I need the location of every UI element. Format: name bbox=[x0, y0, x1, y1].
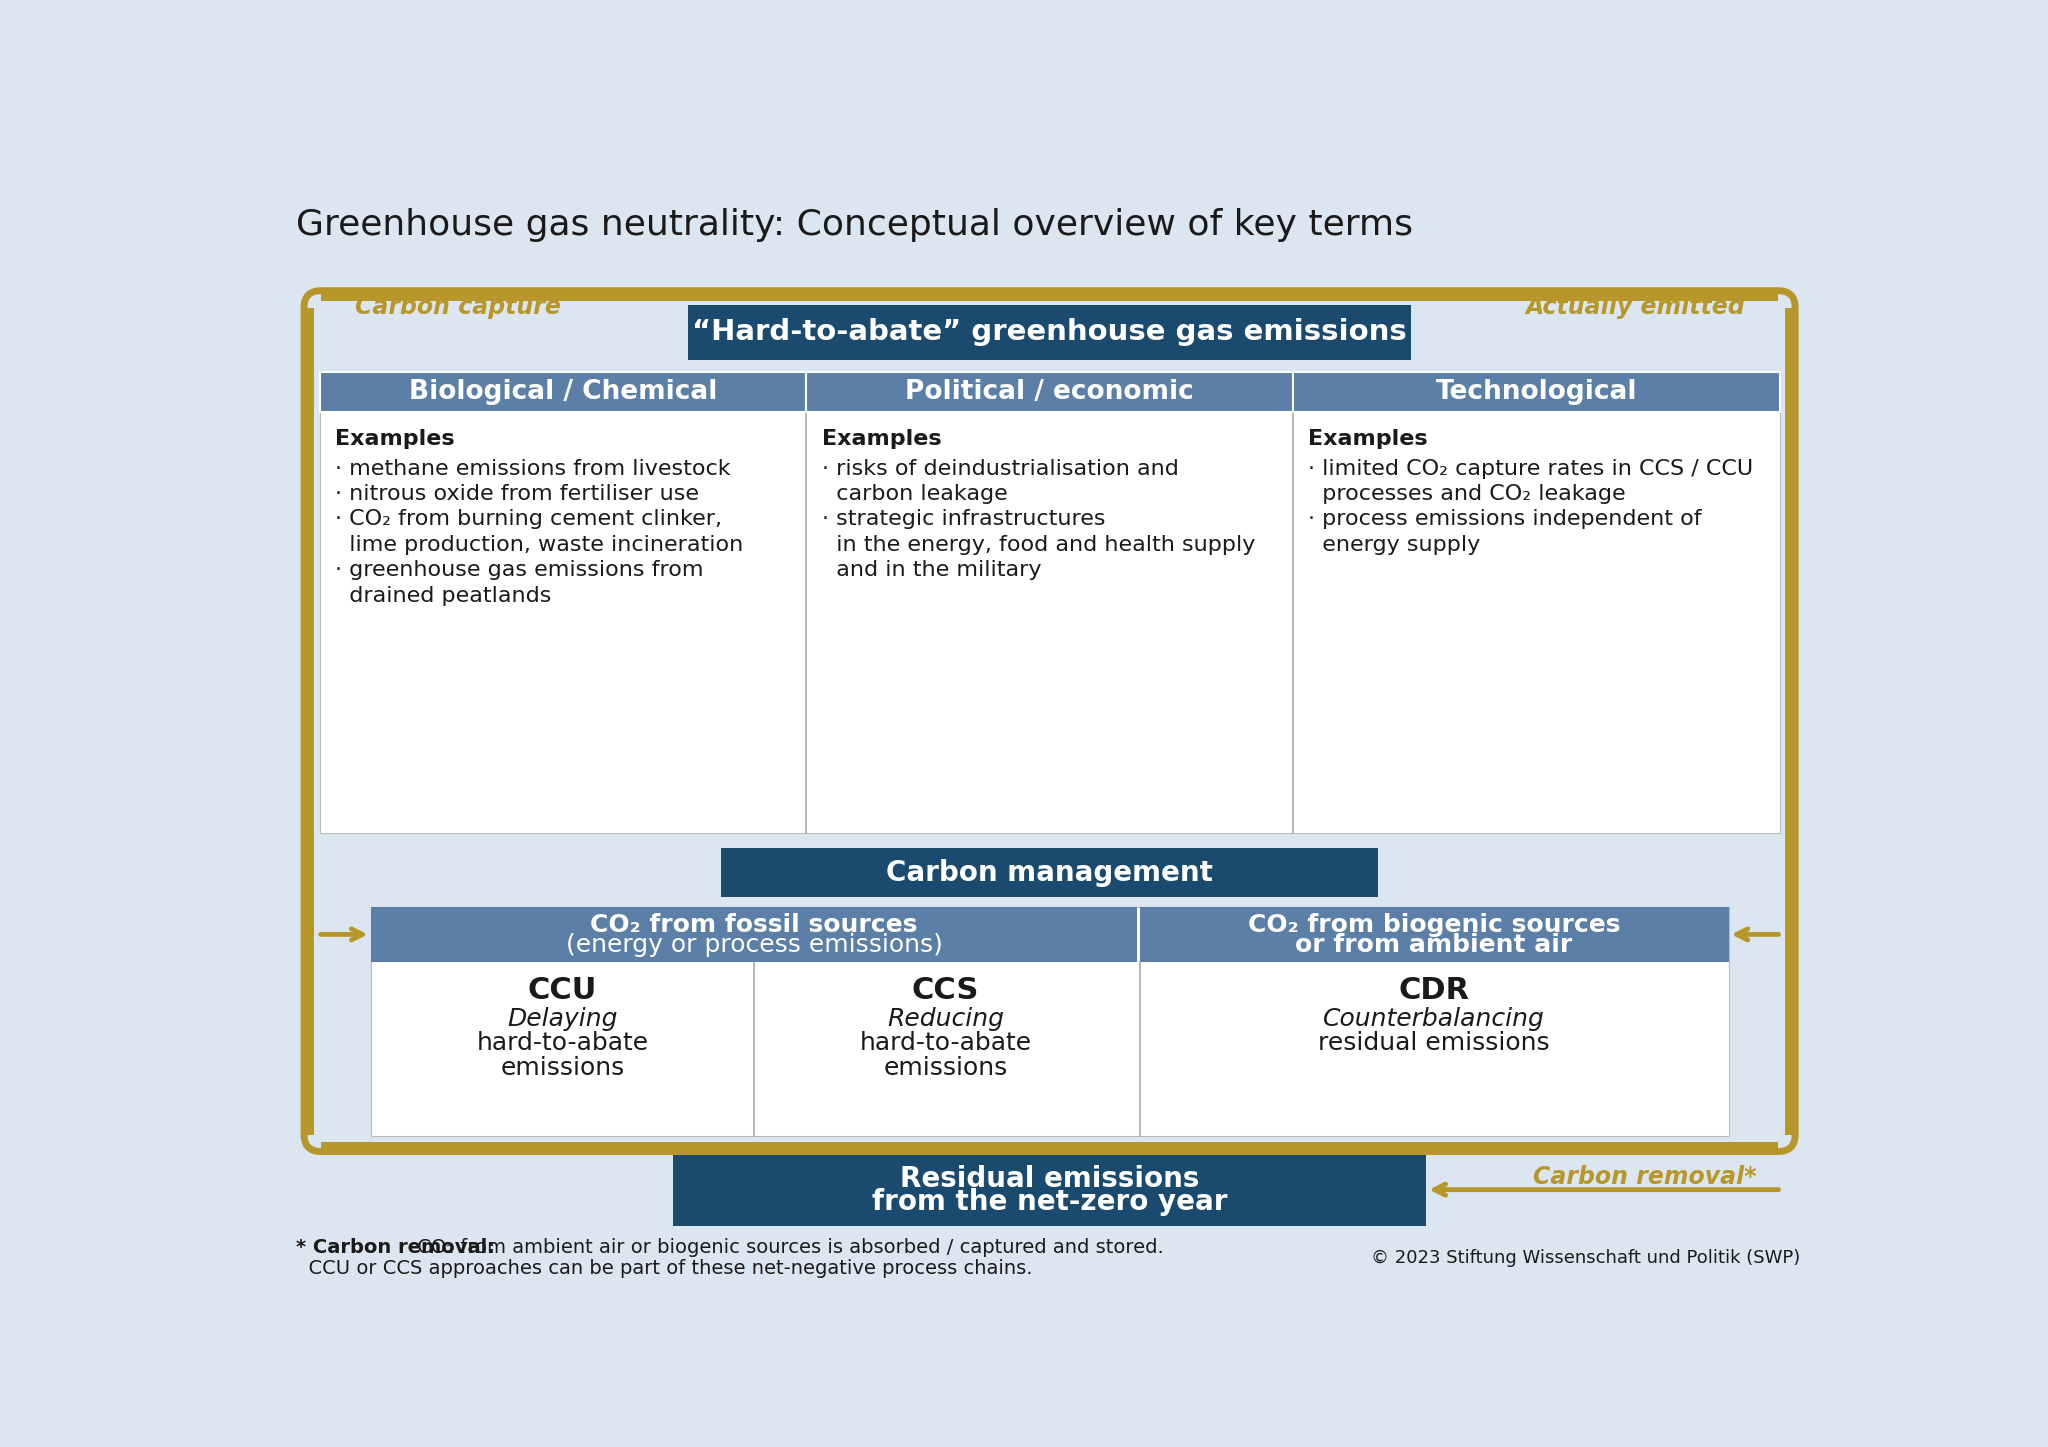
Bar bbox=[319, 372, 1780, 833]
Text: Counterbalancing: Counterbalancing bbox=[1323, 1007, 1544, 1030]
Text: in the energy, food and health supply: in the energy, food and health supply bbox=[821, 535, 1255, 554]
Bar bbox=[322, 291, 1778, 301]
Text: and in the military: and in the military bbox=[821, 560, 1040, 580]
Bar bbox=[1139, 907, 1729, 962]
Bar bbox=[371, 907, 1137, 962]
Text: · methane emissions from livestock: · methane emissions from livestock bbox=[336, 459, 731, 479]
Text: Greenhouse gas neutrality: Conceptual overview of key terms: Greenhouse gas neutrality: Conceptual ov… bbox=[297, 207, 1413, 242]
Bar bbox=[807, 372, 1292, 412]
Bar bbox=[674, 1153, 1425, 1226]
Text: CCU: CCU bbox=[528, 975, 598, 1006]
Bar bbox=[721, 848, 1378, 897]
Bar bbox=[1786, 308, 1796, 1134]
Text: Actually emitted: Actually emitted bbox=[1526, 295, 1745, 320]
Bar bbox=[322, 1142, 1778, 1152]
Text: Biological / Chemical: Biological / Chemical bbox=[410, 379, 717, 405]
Text: CO₂ from fossil sources: CO₂ from fossil sources bbox=[590, 913, 918, 938]
Text: “Hard-to-abate” greenhouse gas emissions: “Hard-to-abate” greenhouse gas emissions bbox=[692, 318, 1407, 346]
Bar bbox=[1292, 372, 1780, 412]
Text: carbon leakage: carbon leakage bbox=[821, 483, 1008, 504]
Text: · strategic infrastructures: · strategic infrastructures bbox=[821, 509, 1106, 530]
Text: hard-to-abate: hard-to-abate bbox=[860, 1032, 1032, 1055]
Text: Reducing: Reducing bbox=[887, 1007, 1004, 1030]
Text: drained peatlands: drained peatlands bbox=[336, 586, 551, 606]
Bar bbox=[371, 907, 1729, 1136]
Text: hard-to-abate: hard-to-abate bbox=[477, 1032, 649, 1055]
Text: * Carbon removal:: * Carbon removal: bbox=[297, 1237, 496, 1257]
Text: Examples: Examples bbox=[336, 430, 455, 449]
Text: processes and CO₂ leakage: processes and CO₂ leakage bbox=[1309, 483, 1626, 504]
Bar bbox=[319, 372, 807, 412]
Text: CO₂ from biogenic sources: CO₂ from biogenic sources bbox=[1247, 913, 1620, 938]
Text: emissions: emissions bbox=[883, 1056, 1008, 1079]
Bar bbox=[303, 308, 313, 1134]
Text: residual emissions: residual emissions bbox=[1319, 1032, 1550, 1055]
Text: Examples: Examples bbox=[1309, 430, 1427, 449]
Text: or from ambient air: or from ambient air bbox=[1296, 933, 1573, 956]
Text: CCS: CCS bbox=[911, 975, 979, 1006]
Text: Carbon management: Carbon management bbox=[887, 860, 1212, 887]
Text: Residual emissions: Residual emissions bbox=[899, 1165, 1200, 1192]
Text: © 2023 Stiftung Wissenschaft und Politik (SWP): © 2023 Stiftung Wissenschaft und Politik… bbox=[1370, 1249, 1800, 1266]
Text: Political / economic: Political / economic bbox=[905, 379, 1194, 405]
Text: · risks of deindustrialisation and: · risks of deindustrialisation and bbox=[821, 459, 1180, 479]
Text: Delaying: Delaying bbox=[508, 1007, 618, 1030]
Text: Examples: Examples bbox=[821, 430, 942, 449]
Text: from the net-zero year: from the net-zero year bbox=[872, 1188, 1227, 1215]
Text: (energy or process emissions): (energy or process emissions) bbox=[565, 933, 942, 956]
Text: · limited CO₂ capture rates in CCS / CCU: · limited CO₂ capture rates in CCS / CCU bbox=[1309, 459, 1753, 479]
Text: CO₂ from ambient air or biogenic sources is absorbed / captured and stored.: CO₂ from ambient air or biogenic sources… bbox=[412, 1237, 1163, 1257]
Text: energy supply: energy supply bbox=[1309, 535, 1481, 554]
Text: Technological: Technological bbox=[1436, 379, 1636, 405]
Text: Carbon capture: Carbon capture bbox=[354, 295, 561, 320]
Text: CDR: CDR bbox=[1399, 975, 1470, 1006]
Text: lime production, waste incineration: lime production, waste incineration bbox=[336, 535, 743, 554]
Text: · nitrous oxide from fertiliser use: · nitrous oxide from fertiliser use bbox=[336, 483, 698, 504]
Text: emissions: emissions bbox=[500, 1056, 625, 1079]
Bar bbox=[688, 304, 1411, 360]
Text: CCU or CCS approaches can be part of these net-negative process chains.: CCU or CCS approaches can be part of the… bbox=[297, 1259, 1032, 1278]
Text: · CO₂ from burning cement clinker,: · CO₂ from burning cement clinker, bbox=[336, 509, 723, 530]
Text: Carbon removal*: Carbon removal* bbox=[1532, 1165, 1757, 1189]
Text: · greenhouse gas emissions from: · greenhouse gas emissions from bbox=[336, 560, 705, 580]
Text: · process emissions independent of: · process emissions independent of bbox=[1309, 509, 1702, 530]
